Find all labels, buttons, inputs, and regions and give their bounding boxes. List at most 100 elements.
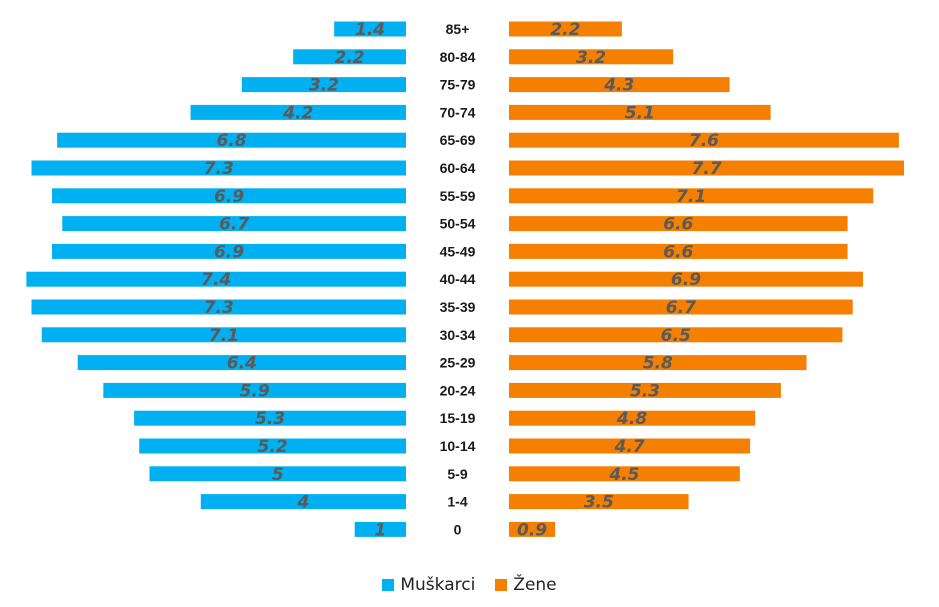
category-label-75-79: 75-79 bbox=[440, 77, 476, 93]
legend-item-female: Žene bbox=[495, 575, 557, 595]
bar-male-25-29 bbox=[77, 355, 407, 371]
bar-male-15-19 bbox=[134, 410, 407, 426]
data-label-male-55-59: 6.9 bbox=[214, 187, 244, 207]
data-label-male-85plus: 1.4 bbox=[355, 20, 385, 40]
category-label-65-69: 65-69 bbox=[440, 132, 476, 148]
data-label-female-40-44: 6.9 bbox=[671, 270, 701, 290]
bar-male-40-44 bbox=[26, 271, 406, 287]
data-label-female-1-4: 3.5 bbox=[584, 493, 614, 513]
data-label-male-5-9: 5 bbox=[272, 465, 284, 485]
category-label-5-9: 5-9 bbox=[447, 466, 467, 482]
data-label-male-50-54: 6.7 bbox=[219, 215, 249, 235]
data-label-male-75-79: 3.2 bbox=[309, 76, 339, 96]
bar-female-85plus bbox=[509, 21, 622, 37]
data-label-male-1-4: 4 bbox=[296, 493, 309, 513]
category-label-30-34: 30-34 bbox=[440, 327, 476, 343]
data-label-male-0: 1 bbox=[374, 520, 386, 540]
category-label-45-49: 45-49 bbox=[440, 243, 476, 259]
bar-male-65-69 bbox=[57, 132, 406, 148]
bar-female-75-79 bbox=[509, 77, 730, 93]
data-label-female-70-74: 5.1 bbox=[625, 103, 655, 123]
legend-item-male: Muškarci bbox=[382, 575, 475, 595]
category-label-15-19: 15-19 bbox=[440, 410, 476, 426]
bar-male-50-54 bbox=[62, 216, 406, 232]
data-label-male-20-24: 5.9 bbox=[240, 381, 270, 401]
data-label-male-40-44: 7.4 bbox=[201, 270, 231, 290]
data-label-female-65-69: 7.6 bbox=[689, 131, 719, 151]
category-label-70-74: 70-74 bbox=[440, 104, 476, 120]
bar-female-0 bbox=[509, 521, 556, 537]
bar-female-50-54 bbox=[509, 216, 848, 232]
bar-male-1-4 bbox=[200, 494, 406, 510]
data-label-male-15-19: 5.3 bbox=[255, 409, 285, 429]
category-label-35-39: 35-39 bbox=[440, 299, 476, 315]
category-label-0: 0 bbox=[454, 521, 462, 537]
bar-female-35-39 bbox=[509, 299, 853, 315]
data-label-female-35-39: 6.7 bbox=[666, 298, 696, 318]
data-label-male-60-64: 7.3 bbox=[204, 159, 234, 179]
data-label-male-30-34: 7.1 bbox=[209, 326, 239, 346]
bar-female-60-64 bbox=[509, 160, 905, 176]
data-label-male-80-84: 2.2 bbox=[335, 48, 365, 68]
data-label-female-50-54: 6.6 bbox=[663, 215, 693, 235]
data-label-female-60-64: 7.7 bbox=[691, 159, 721, 179]
bar-male-70-74 bbox=[190, 104, 406, 120]
bar-female-80-84 bbox=[509, 49, 674, 65]
bar-female-5-9 bbox=[509, 466, 740, 482]
legend-swatch-male bbox=[382, 579, 395, 591]
data-label-male-10-14: 5.2 bbox=[258, 437, 288, 457]
bar-female-45-49 bbox=[509, 243, 848, 259]
category-label-20-24: 20-24 bbox=[440, 382, 476, 398]
bar-male-75-79 bbox=[241, 77, 406, 93]
bar-male-10-14 bbox=[139, 438, 407, 454]
category-label-10-14: 10-14 bbox=[440, 438, 476, 454]
bar-male-55-59 bbox=[52, 188, 406, 204]
category-label-25-29: 25-29 bbox=[440, 355, 476, 371]
data-label-female-25-29: 5.8 bbox=[643, 354, 673, 374]
category-label-40-44: 40-44 bbox=[440, 271, 476, 287]
category-label-1-4: 1-4 bbox=[447, 494, 467, 510]
category-label-85plus: 85+ bbox=[446, 21, 470, 37]
data-label-male-35-39: 7.3 bbox=[204, 298, 234, 318]
category-label-80-84: 80-84 bbox=[440, 49, 476, 65]
bar-female-40-44 bbox=[509, 271, 863, 287]
category-label-60-64: 60-64 bbox=[440, 160, 476, 176]
bar-female-1-4 bbox=[509, 494, 689, 510]
data-label-female-5-9: 4.5 bbox=[608, 465, 639, 485]
legend-label-male: Muškarci bbox=[400, 575, 476, 595]
bar-female-25-29 bbox=[509, 355, 807, 371]
bar-male-0 bbox=[354, 521, 406, 537]
bar-male-60-64 bbox=[31, 160, 406, 176]
data-label-female-45-49: 6.6 bbox=[663, 242, 693, 262]
data-label-female-85plus: 2.2 bbox=[550, 20, 580, 40]
data-label-male-65-69: 6.8 bbox=[217, 131, 247, 151]
bar-male-45-49 bbox=[52, 243, 406, 259]
bar-male-80-84 bbox=[293, 49, 406, 65]
legend-label-female: Žene bbox=[513, 575, 557, 595]
data-label-male-70-74: 4.2 bbox=[282, 103, 313, 123]
chart-legend: Muškarci Žene bbox=[0, 575, 939, 595]
category-label-55-59: 55-59 bbox=[440, 188, 476, 204]
bar-male-30-34 bbox=[41, 327, 407, 343]
category-label-50-54: 50-54 bbox=[440, 216, 476, 232]
data-label-female-75-79: 4.3 bbox=[603, 76, 634, 96]
legend-swatch-female bbox=[495, 579, 508, 591]
data-label-male-45-49: 6.9 bbox=[214, 242, 244, 262]
bar-female-20-24 bbox=[509, 382, 781, 398]
data-label-female-15-19: 4.8 bbox=[616, 409, 647, 429]
bar-female-70-74 bbox=[509, 104, 771, 120]
bar-female-30-34 bbox=[509, 327, 843, 343]
data-label-male-25-29: 6.4 bbox=[227, 354, 257, 374]
bar-female-15-19 bbox=[509, 410, 756, 426]
data-label-female-20-24: 5.3 bbox=[630, 381, 660, 401]
bar-male-85plus bbox=[334, 21, 406, 37]
bar-female-10-14 bbox=[509, 438, 751, 454]
bar-male-20-24 bbox=[103, 382, 406, 398]
bar-female-55-59 bbox=[509, 188, 874, 204]
data-label-female-80-84: 3.2 bbox=[576, 48, 606, 68]
data-label-female-10-14: 4.7 bbox=[613, 437, 644, 457]
bar-female-65-69 bbox=[509, 132, 899, 148]
bar-male-35-39 bbox=[31, 299, 406, 315]
bar-male-5-9 bbox=[149, 466, 406, 482]
